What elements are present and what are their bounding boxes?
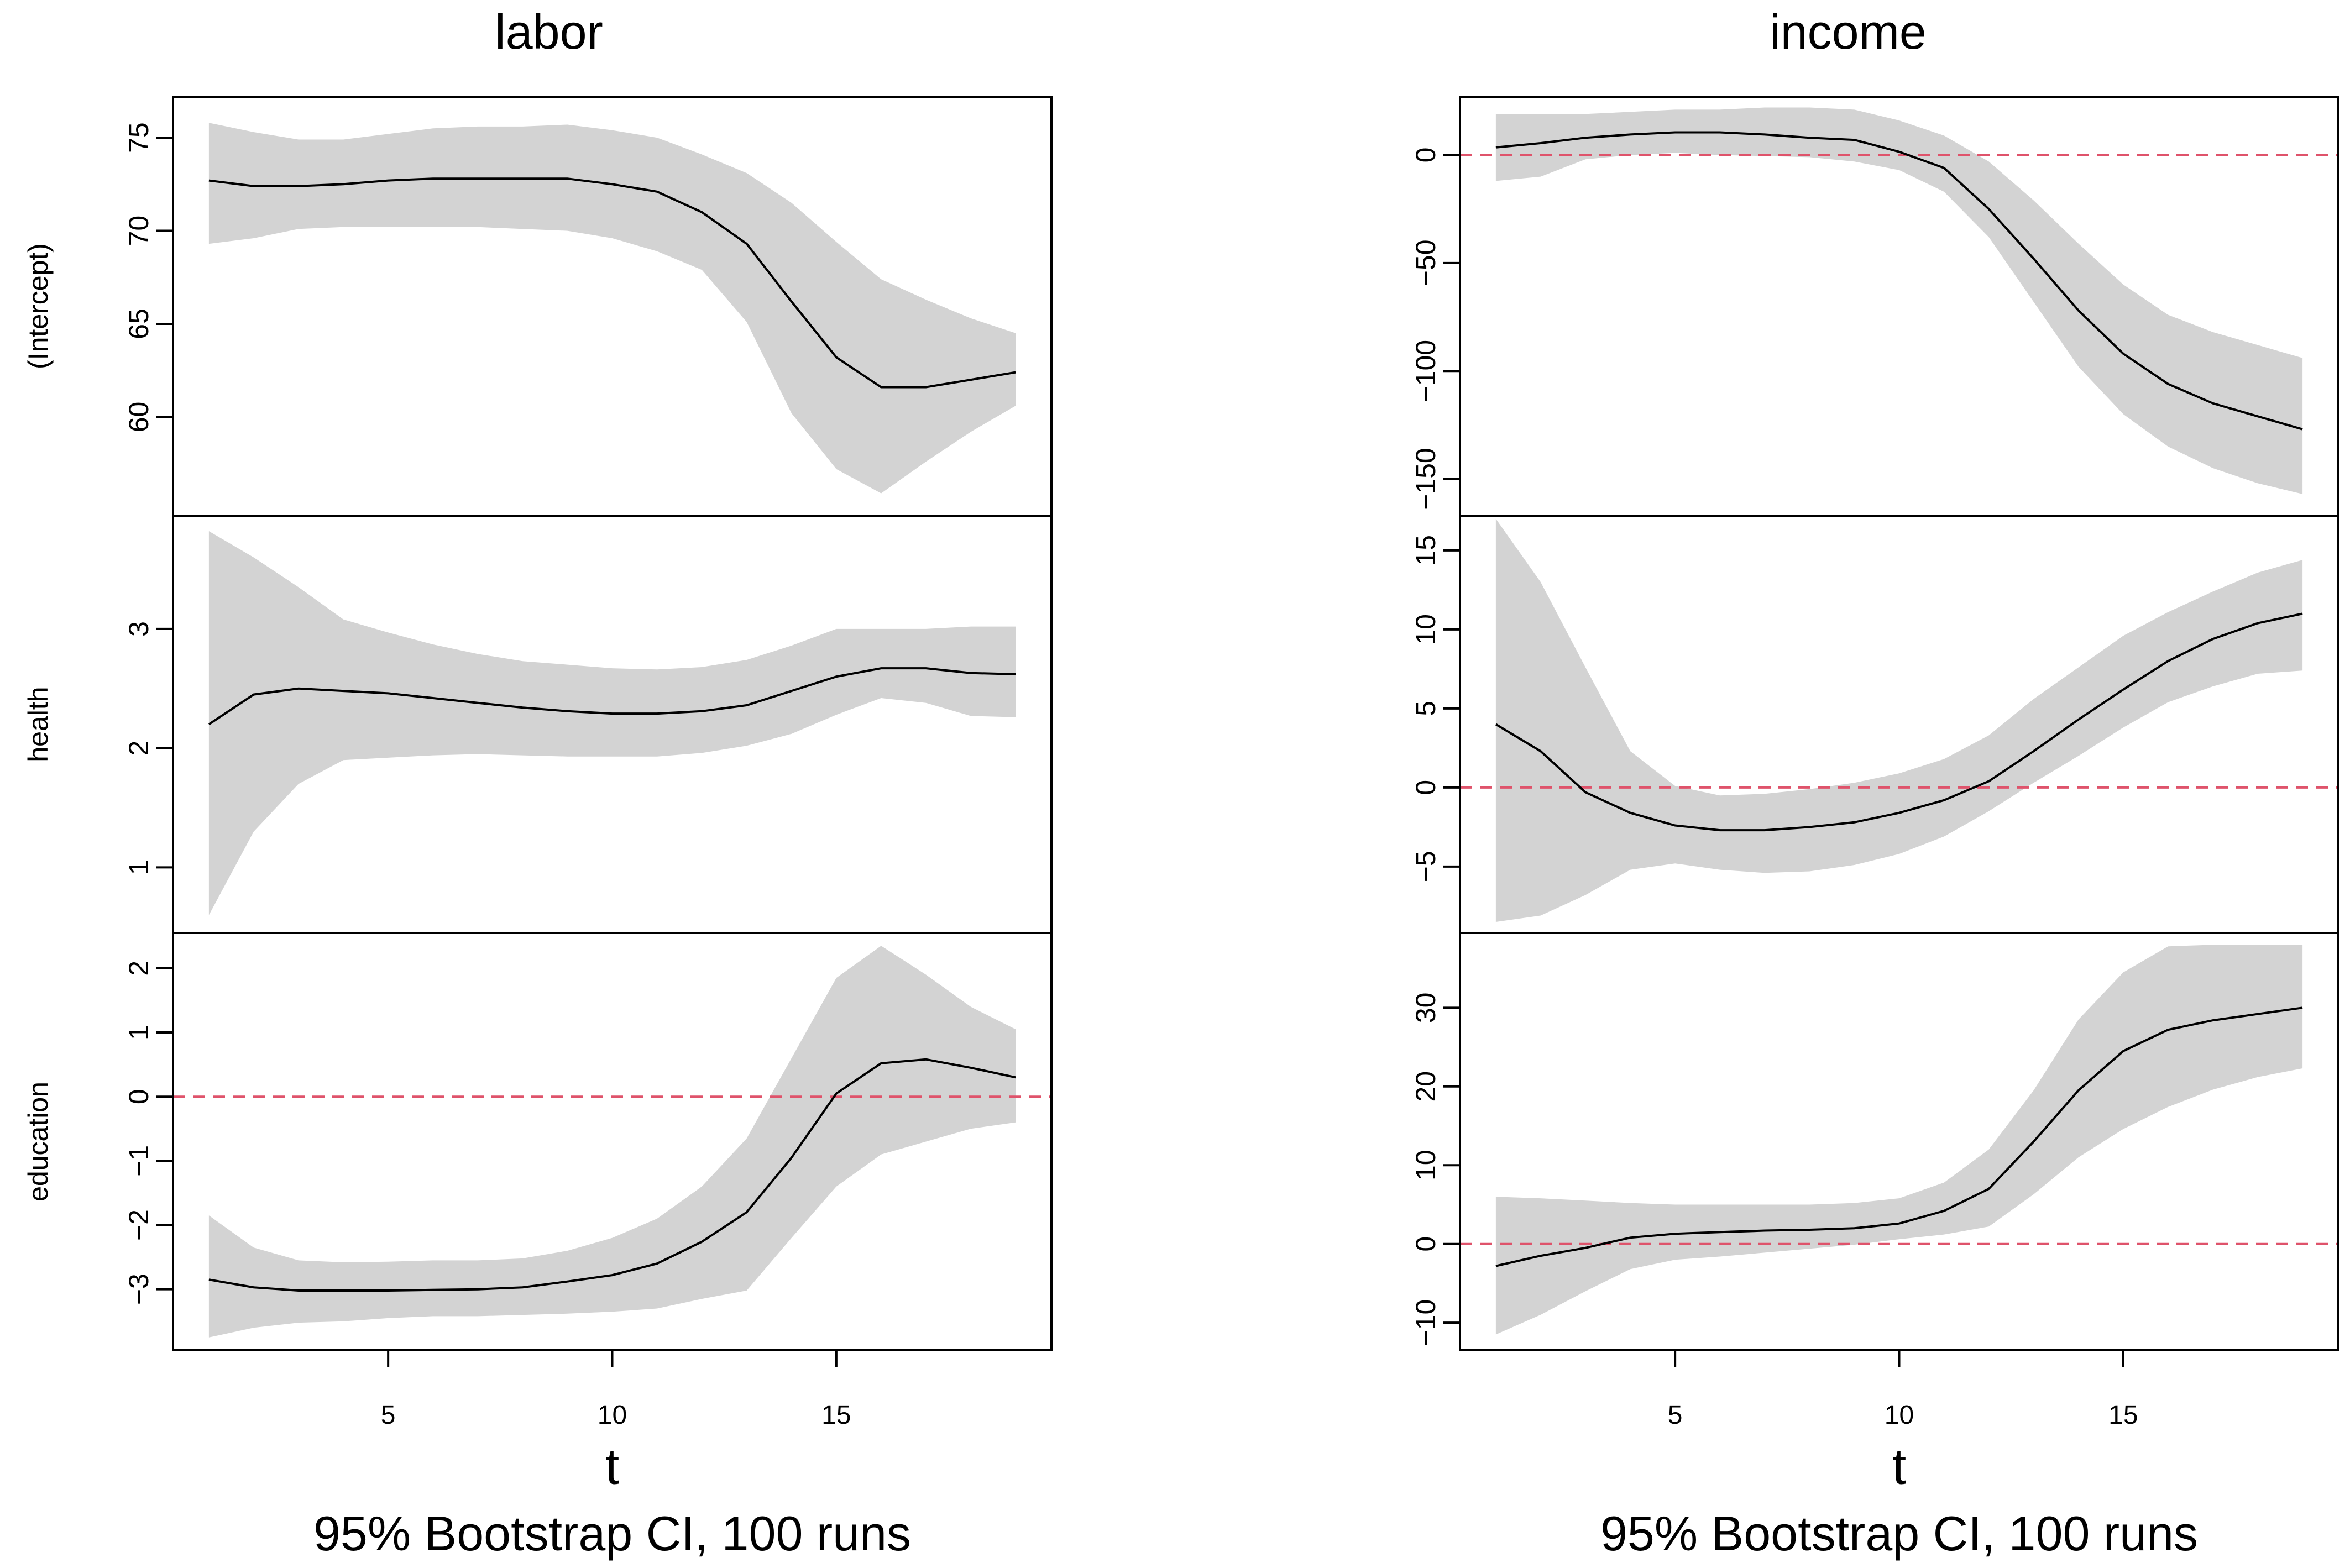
x-tick-label: 10 [1885, 1401, 1914, 1430]
y-tick-label: −10 [1410, 1299, 1441, 1346]
y-tick-label: 15 [1410, 535, 1441, 566]
y-axis-label: (Intercept) [23, 243, 54, 369]
confidence-band [208, 531, 1016, 915]
x-tick-label: 10 [598, 1401, 627, 1430]
y-tick-label: 0 [1410, 780, 1441, 795]
confidence-band [208, 123, 1016, 494]
y-tick-label: 60 [123, 402, 154, 433]
y-tick-label: 5 [1410, 701, 1441, 716]
y-tick-label: 30 [1410, 993, 1441, 1024]
labor-education-panel: −3 −2 −1 0 1 2 education [23, 932, 1053, 1351]
estimate-line [208, 667, 1016, 726]
y-tick-label: −100 [1410, 340, 1441, 402]
y-tick-label: 70 [123, 216, 154, 247]
y-tick-label: 1 [123, 859, 154, 875]
income-chart-title: income [1770, 4, 1927, 59]
y-tick-label: 2 [123, 741, 154, 756]
y-tick-label: 10 [1410, 614, 1441, 645]
estimate-line [208, 1058, 1016, 1292]
y-tick-label: −3 [123, 1273, 154, 1305]
estimate-line [208, 177, 1016, 389]
estimate-line [1495, 131, 2303, 431]
confidence-band [1495, 945, 2303, 1335]
x-tick-label: 5 [381, 1401, 396, 1430]
x-axis-label: t [605, 1439, 620, 1495]
y-axis-label: health [23, 686, 54, 762]
y-tick-label: 1 [123, 1025, 154, 1040]
y-tick-label: 20 [1410, 1071, 1441, 1102]
confidence-band [1495, 518, 2303, 922]
y-tick-label: −1 [123, 1145, 154, 1177]
confidence-band [208, 946, 1016, 1338]
y-tick-label: 0 [1410, 148, 1441, 163]
y-tick-label: 3 [123, 621, 154, 637]
y-axis-label: education [23, 1082, 54, 1202]
x-axis-label: t [1892, 1439, 1907, 1495]
x-tick-label: 5 [1668, 1401, 1683, 1430]
chart-caption: 95% Bootstrap CI, 100 runs [1600, 1506, 2198, 1561]
y-axis-label: health [23, 686, 54, 762]
y-tick-label: 0 [123, 1089, 154, 1104]
y-axis-label: (Intercept) [23, 243, 54, 369]
labor-health-panel: 1 2 3 health [23, 515, 1053, 934]
income-health-panel: −5 0 5 10 15 health [23, 515, 2339, 934]
x-tick-label: 15 [2108, 1401, 2138, 1430]
y-tick-label: −2 [123, 1209, 154, 1241]
labor-chart: labor 60 65 70 75 (Intercept) 1 2 3 health −3 −2 −1 0… [23, 4, 1053, 1561]
labor-chart-title: labor [495, 4, 603, 59]
y-tick-label: 2 [123, 961, 154, 976]
income-chart: income−150−100−500(Intercept)−5051015hea… [23, 4, 2339, 1561]
estimate-line [1495, 612, 2303, 832]
y-tick-label: −50 [1410, 239, 1441, 286]
y-tick-label: −5 [1410, 851, 1441, 882]
y-axis-label: education [23, 1082, 54, 1202]
y-tick-label: 65 [123, 308, 154, 339]
estimate-line [1495, 1006, 2303, 1267]
y-tick-label: −150 [1410, 448, 1441, 510]
labor-intercept-panel: 60 65 70 75 (Intercept) [23, 96, 1053, 517]
chart-caption: 95% Bootstrap CI, 100 runs [313, 1506, 911, 1561]
y-tick-label: 10 [1410, 1150, 1441, 1181]
y-tick-label: 75 [123, 122, 154, 153]
x-tick-label: 15 [821, 1401, 851, 1430]
y-tick-label: 0 [1410, 1236, 1441, 1252]
confidence-band [1495, 107, 2303, 494]
